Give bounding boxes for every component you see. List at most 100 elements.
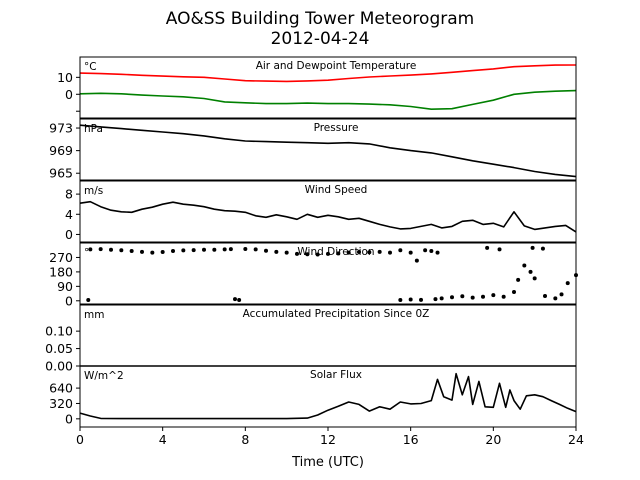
panel-3-point-6 — [150, 250, 155, 255]
panel-3-point-1 — [98, 247, 103, 252]
panel-3-point-28 — [377, 249, 382, 254]
panel-3-point-38 — [237, 297, 242, 302]
panel-3-point-44 — [450, 295, 454, 300]
panel-3-ytick-label-0: 0 — [65, 293, 73, 308]
panel-3-point-3 — [119, 248, 124, 253]
panel-3-point-25 — [346, 250, 351, 255]
panel-0-title: Air and Dewpoint Temperature — [256, 60, 417, 72]
panel-2-title: Wind Speed — [305, 184, 368, 196]
panel-0-series-1 — [79, 89, 577, 110]
x-tick-label-5: 20 — [485, 432, 501, 447]
panel-5-ytick-label-0: 0 — [65, 411, 73, 426]
panel-3-point-36 — [86, 297, 91, 302]
panel-5-unit: W/m^2 — [84, 370, 124, 382]
panel-4: 0.00 0.05 0.10 mm Accumulated Precipitation … — [45, 304, 577, 374]
panel-3-point-5 — [140, 249, 144, 254]
x-tick-label-1: 4 — [159, 432, 167, 447]
panel-4-ytick-label-0: 0.00 — [45, 359, 73, 374]
panel-3-point-18 — [274, 249, 279, 254]
panel-3-point-46 — [470, 295, 475, 300]
x-tick-label-3: 12 — [320, 432, 336, 447]
panel-3-point-53 — [528, 269, 533, 274]
panel-3-point-35 — [435, 250, 440, 255]
panel-3-point-62 — [540, 246, 545, 251]
panel-3-point-37 — [233, 297, 237, 302]
panel-3-point-20 — [295, 251, 299, 256]
panel-3-point-42 — [433, 297, 438, 302]
x-tick-label-2: 8 — [241, 432, 249, 447]
panel-2-unit: m/s — [84, 185, 103, 197]
panel-2: 0 4 8 m/s Wind Speed — [65, 180, 577, 243]
panel-3-point-26 — [357, 249, 361, 254]
panel-3-point-48 — [491, 293, 496, 298]
panel-3-point-47 — [481, 294, 485, 299]
panel-4-ytick-label-1: 0.05 — [45, 341, 73, 356]
panel-3-point-55 — [543, 293, 547, 298]
panel-3-point-30 — [398, 248, 403, 253]
panel-1-ytick-label-0: 965 — [49, 166, 73, 181]
panel-3-point-24 — [336, 251, 341, 256]
panel-3-point-45 — [460, 294, 465, 299]
panel-3-point-34 — [429, 249, 434, 254]
panel-3-title: Wind Direction — [297, 246, 374, 258]
panel-3-point-63 — [530, 245, 535, 250]
panel-3-point-57 — [559, 292, 564, 297]
panel-3-point-4 — [129, 249, 134, 254]
panel-3-point-31 — [408, 250, 413, 255]
x-tick-label-0: 0 — [76, 432, 84, 447]
panel-3-point-19 — [284, 250, 289, 255]
panel-3-ytick-label-2: 180 — [49, 264, 73, 279]
panel-3-point-16 — [253, 247, 258, 252]
panel-2-frame — [79, 180, 577, 243]
panel-3-point-61 — [485, 245, 490, 250]
panel-2-ytick-label-2: 8 — [65, 187, 73, 202]
panel-2-series-0 — [79, 200, 577, 233]
panel-3-point-8 — [171, 249, 175, 254]
panel-3-point-43 — [439, 296, 444, 301]
panel-3-point-11 — [202, 247, 206, 252]
panel-3-ytick-label-1: 90 — [57, 279, 73, 294]
panel-2-ytick-label-0: 0 — [65, 227, 73, 242]
panel-3-point-60 — [497, 247, 502, 252]
x-tick-label-4: 16 — [403, 432, 419, 447]
panel-3-point-0 — [88, 247, 93, 252]
panel-0-unit: °C — [84, 61, 97, 73]
x-tick-label-6: 24 — [568, 432, 584, 447]
panel-3-point-58 — [565, 281, 570, 286]
panel-4-ytick-label-2: 0.10 — [45, 324, 73, 339]
panel-5-title: Solar Flux — [310, 369, 362, 381]
panel-3-unit: ° — [84, 247, 89, 259]
panel-3-point-22 — [315, 252, 320, 257]
panel-3-ytick-label-3: 270 — [49, 250, 73, 265]
panel-0-frame — [79, 56, 577, 119]
panel-0-series-0 — [79, 64, 577, 83]
panel-3-point-27 — [367, 250, 372, 255]
panel-1: 965 969 973 hPa Pressure — [49, 118, 577, 181]
panel-3-point-50 — [512, 289, 516, 294]
panel-2-ytick-label-1: 4 — [65, 207, 73, 222]
panel-3-point-32 — [414, 258, 419, 263]
panel-1-series-0 — [79, 124, 577, 178]
panel-0-ytick-label-2: 10 — [57, 70, 73, 85]
panel-3-point-33 — [423, 248, 428, 253]
panel-3-frame — [79, 242, 577, 305]
panel-1-ytick-label-2: 973 — [49, 121, 73, 136]
x-axis-label: Time (UTC) — [291, 455, 364, 470]
panel-1-frame — [79, 118, 577, 181]
panel-3-point-10 — [191, 248, 196, 253]
panel-3-point-29 — [388, 250, 392, 255]
panel-3-point-13 — [222, 247, 227, 252]
panel-3-point-14 — [228, 247, 233, 252]
panel-3-point-17 — [264, 248, 268, 253]
panel-3-point-23 — [326, 251, 330, 256]
panel-3-point-9 — [181, 248, 186, 253]
panel-3-point-49 — [501, 294, 506, 299]
panel-3-point-2 — [109, 247, 113, 252]
panel-3-point-51 — [516, 277, 521, 282]
panel-1-title: Pressure — [314, 122, 359, 134]
panel-0-ytick-label-1: 0 — [65, 87, 73, 102]
panel-3-point-52 — [522, 263, 527, 268]
